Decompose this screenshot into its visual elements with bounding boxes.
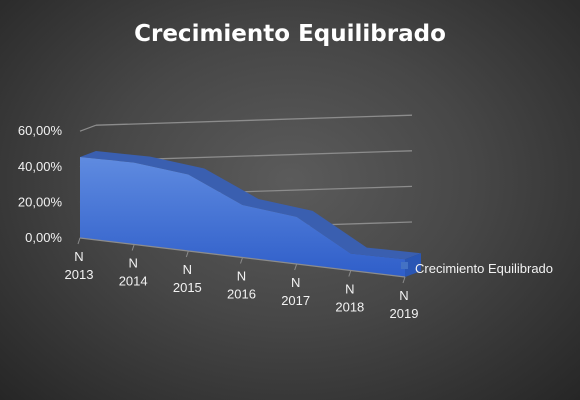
x-tick-mark bbox=[131, 244, 135, 251]
x-tick-mark bbox=[294, 263, 298, 271]
y-tick-label: 60,00% bbox=[18, 123, 63, 138]
legend-label: Crecimiento Equilibrado bbox=[415, 261, 553, 276]
x-tick-mark bbox=[77, 237, 81, 245]
gridline-depth bbox=[79, 124, 97, 132]
area-top-face bbox=[80, 151, 421, 260]
x-tick-label: N 2013 bbox=[65, 249, 94, 282]
legend: Crecimiento Equilibrado bbox=[401, 261, 553, 276]
x-tick-mark bbox=[402, 276, 406, 284]
area-side-face bbox=[405, 253, 421, 277]
x-tick-label: N 2017 bbox=[281, 275, 310, 308]
x-tick-mark bbox=[240, 257, 243, 264]
y-axis-ticks: 0,00% 20,00% 40,00% 60,00% bbox=[18, 123, 63, 245]
area-front-face bbox=[80, 157, 405, 277]
gridline bbox=[95, 114, 413, 126]
x-tick-label: N 2014 bbox=[119, 256, 148, 289]
chart-title: Crecimiento Equilibrado bbox=[134, 21, 446, 47]
x-tick-label: N 2016 bbox=[227, 269, 256, 302]
x-axis-ticks: N 2013 N 2014 N 2015 N 2016 N 2017 N 2018 N 2019 bbox=[65, 237, 419, 321]
legend-swatch bbox=[401, 262, 408, 269]
y-tick-label: 20,00% bbox=[18, 194, 63, 209]
x-tick-label: N 2018 bbox=[335, 282, 364, 315]
x-tick-label: N 2015 bbox=[173, 262, 202, 295]
y-tick-label: 40,00% bbox=[18, 159, 63, 174]
x-tick-mark bbox=[348, 270, 352, 277]
y-tick-label: 0,00% bbox=[25, 230, 62, 245]
x-tick-label: N 2019 bbox=[390, 288, 419, 321]
x-tick-mark bbox=[185, 250, 189, 258]
